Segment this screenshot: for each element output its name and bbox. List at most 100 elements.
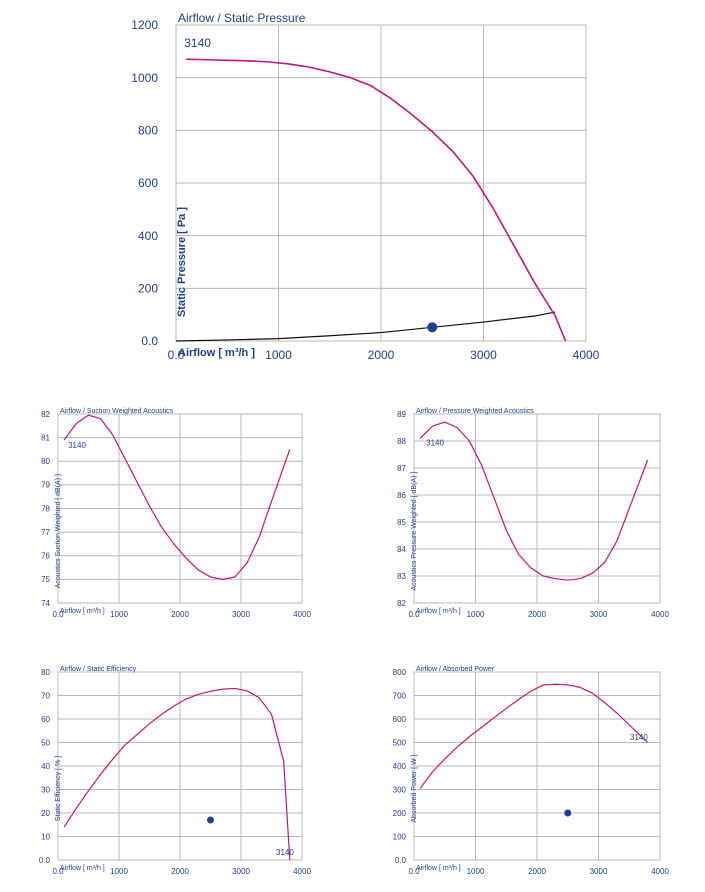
- plot-frame: [57, 671, 303, 861]
- y-tick-label: 87: [397, 464, 406, 473]
- y-tick-label: 30: [41, 785, 50, 794]
- x-tick-label: 2000: [528, 867, 546, 876]
- x-tick-label: 0.0: [408, 610, 420, 619]
- x-tick-label: 1000: [265, 348, 292, 362]
- y-tick-label: 100: [393, 832, 407, 841]
- operating-point-marker: [564, 809, 572, 817]
- y-tick-label: 75: [41, 575, 50, 584]
- series-line: [186, 58, 567, 342]
- x-tick-label: 4000: [293, 610, 311, 619]
- chart-3: 0.0 1000 2000 3000 4000 0.0 10 20 30 40 50 60 70 80 Ai…: [39, 666, 312, 876]
- x-tick-label: 1000: [110, 867, 128, 876]
- x-tick-label: 2000: [528, 610, 546, 619]
- y-tick-label: 85: [397, 518, 406, 527]
- x-axis-label: Airflow [ m³/h ]: [416, 608, 461, 615]
- series-label: 3140: [276, 848, 294, 857]
- y-tick-label: 500: [393, 738, 407, 747]
- y-tick-label: 1200: [131, 18, 158, 32]
- y-tick-label: 83: [397, 572, 406, 581]
- x-tick-label: 3000: [470, 348, 497, 362]
- chart-4: 0.0 1000 2000 3000 4000 0.0 100 200 300 400 500 600…: [393, 666, 670, 876]
- plot-frame: [57, 413, 303, 604]
- y-tick-label: 81: [41, 433, 50, 442]
- x-tick-label: 3000: [590, 867, 608, 876]
- x-axis-label: Airflow [ m³/h ]: [60, 865, 105, 872]
- x-tick-label: 3000: [232, 867, 250, 876]
- x-tick-label: 4000: [651, 867, 669, 876]
- x-axis-label: Airflow [ m³/h ]: [416, 865, 461, 872]
- x-tick-label: 1000: [467, 610, 485, 619]
- y-tick-label: 600: [393, 715, 407, 724]
- x-tick-label: 0.0: [52, 867, 64, 876]
- y-tick-label: 0.0: [39, 856, 51, 865]
- y-tick-label: 50: [41, 738, 50, 747]
- y-tick-label: 74: [41, 599, 50, 608]
- x-axis-label: Airflow [ m³/h ]: [178, 347, 255, 359]
- chart-title: Airflow / Static Pressure: [178, 11, 306, 25]
- y-axis-label: Acoustics Pressure Weighted [ dB(A) ]: [411, 472, 418, 591]
- y-tick-label: 20: [41, 809, 50, 818]
- operating-point-marker: [427, 322, 438, 333]
- x-tick-label: 0.0: [408, 867, 420, 876]
- y-tick-label: 600: [138, 176, 158, 190]
- series-line: [419, 421, 649, 581]
- x-tick-label: 2000: [171, 610, 189, 619]
- y-tick-label: 200: [138, 282, 158, 296]
- x-tick-label: 2000: [368, 348, 395, 362]
- series-line: [63, 687, 291, 861]
- y-tick-label: 79: [41, 481, 50, 490]
- y-axis-label: Static Efficiency [ % ]: [55, 756, 62, 821]
- y-tick-label: 84: [397, 545, 406, 554]
- y-tick-label: 70: [41, 691, 50, 700]
- series-label: 3140: [68, 441, 86, 450]
- chart-title: Airflow / Static Efficiency: [60, 666, 137, 673]
- y-axis-label: Static Pressure [ Pa ]: [176, 207, 188, 317]
- y-tick-label: 77: [41, 528, 50, 537]
- series-line: [419, 683, 649, 789]
- x-tick-label: 1000: [110, 610, 128, 619]
- y-tick-label: 10: [41, 832, 50, 841]
- y-tick-label: 400: [138, 229, 158, 243]
- y-tick-label: 200: [393, 809, 407, 818]
- y-tick-label: 400: [393, 762, 407, 771]
- y-axis-label: Acoustics Suction Weighted [ dB(A) ]: [55, 474, 62, 588]
- y-tick-label: 300: [393, 785, 407, 794]
- y-tick-label: 86: [397, 491, 406, 500]
- y-tick-label: 78: [41, 504, 50, 513]
- operating-point-marker: [207, 816, 214, 824]
- y-tick-label: 80: [41, 457, 50, 466]
- series-label: 3140: [426, 438, 444, 447]
- y-tick-label: 89: [397, 410, 406, 419]
- x-tick-label: 4000: [651, 610, 669, 619]
- y-axis-label: Absorbed Power [ W ]: [411, 754, 418, 822]
- y-tick-label: 40: [41, 762, 50, 771]
- y-tick-label: 82: [397, 599, 406, 608]
- chart-0: 0.0 1000 2000 3000 4000 0.0 200 400 600 800 1000 12…: [131, 11, 599, 362]
- x-axis-label: Airflow [ m³/h ]: [60, 608, 105, 615]
- chart-2: 0.0 1000 2000 3000 4000 82 83 84 85 86 87 88 89 Airfl…: [397, 408, 669, 619]
- x-tick-label: 1000: [467, 867, 485, 876]
- x-tick-label: 4000: [293, 867, 311, 876]
- plot-frame: [413, 671, 661, 861]
- chart-title: Airflow / Pressure Weighted Acoustics: [416, 408, 534, 415]
- series-label: 3140: [184, 36, 211, 50]
- chart-1: 0.0 1000 2000 3000 4000 74 75 76 77 78 79 80 81 82 Air…: [41, 408, 311, 619]
- y-tick-label: 76: [41, 552, 50, 561]
- x-tick-label: 0.0: [168, 348, 185, 362]
- y-tick-label: 800: [393, 668, 407, 677]
- y-tick-label: 82: [41, 410, 50, 419]
- plot-frame: [413, 413, 661, 604]
- chart-title: Airflow / Suction Weighted Acoustics: [60, 408, 174, 415]
- y-tick-label: 800: [138, 124, 158, 138]
- system-curve: [175, 311, 556, 342]
- y-tick-label: 88: [397, 437, 406, 446]
- y-tick-label: 1000: [131, 71, 158, 85]
- x-tick-label: 2000: [171, 867, 189, 876]
- y-tick-label: 0.0: [395, 856, 407, 865]
- x-tick-label: 3000: [590, 610, 608, 619]
- chart-title: Airflow / Absorbed Power: [416, 666, 495, 673]
- x-tick-label: 3000: [232, 610, 250, 619]
- x-tick-label: 0.0: [52, 610, 64, 619]
- y-tick-label: 700: [393, 691, 407, 700]
